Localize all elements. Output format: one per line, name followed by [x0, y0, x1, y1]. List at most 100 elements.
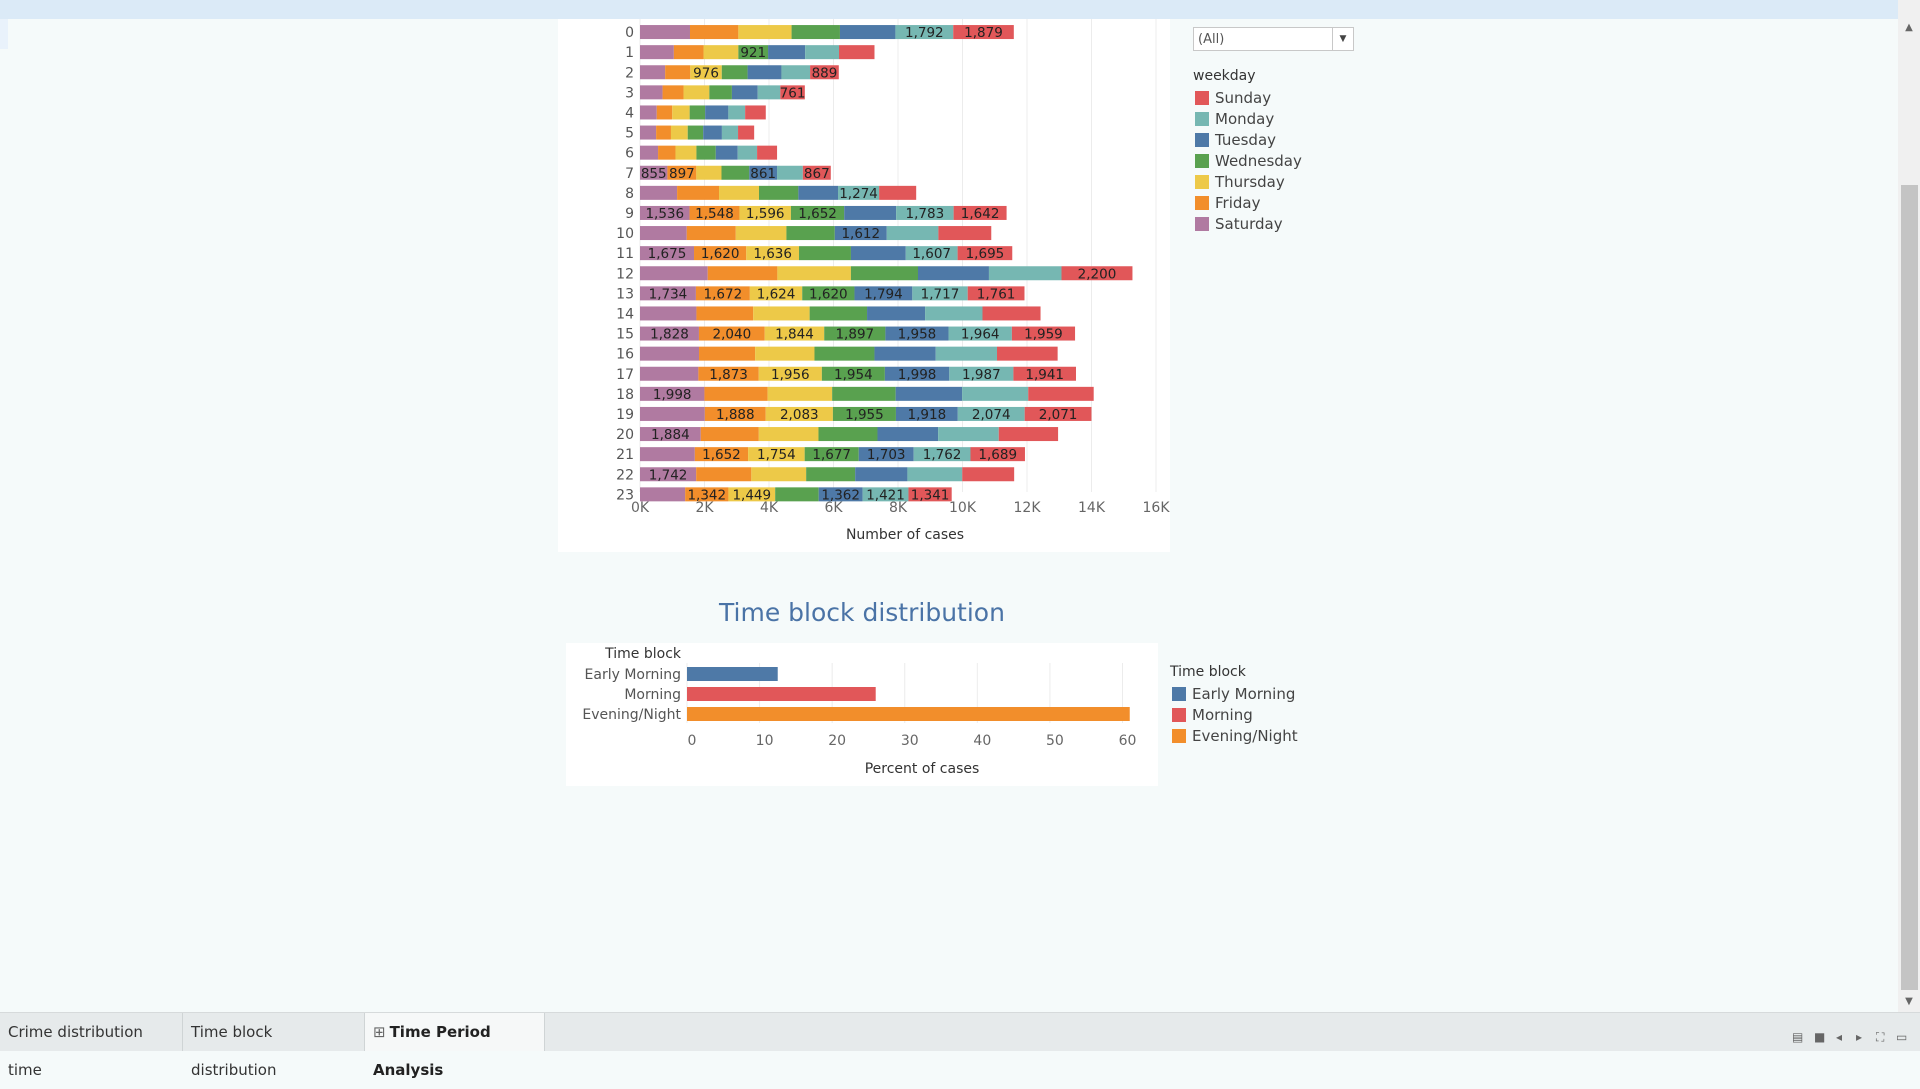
bar[interactable]: [687, 687, 876, 701]
bar-segment[interactable]: [700, 427, 759, 442]
bar-segment[interactable]: [673, 45, 704, 60]
bar-segment[interactable]: [877, 427, 939, 442]
bar-segment[interactable]: [786, 226, 835, 241]
bar-segment[interactable]: [765, 406, 833, 421]
bar-segment[interactable]: [953, 25, 1014, 40]
bar-segment[interactable]: [1013, 366, 1076, 381]
bar-segment[interactable]: [640, 447, 695, 462]
bar-segment[interactable]: [640, 386, 705, 401]
bar-segment[interactable]: [895, 386, 963, 401]
bar-segment[interactable]: [640, 65, 666, 80]
bar-segment[interactable]: [640, 366, 699, 381]
bar-segment[interactable]: [957, 246, 1013, 261]
bar-segment[interactable]: [1061, 266, 1133, 281]
bar-segment[interactable]: [938, 226, 992, 241]
bar-segment[interactable]: [670, 125, 688, 140]
bar-segment[interactable]: [737, 145, 758, 160]
bar-segment[interactable]: [867, 306, 926, 321]
bar-segment[interactable]: [805, 45, 840, 60]
bar-segment[interactable]: [640, 25, 690, 40]
legend-item-monday[interactable]: Monday: [1195, 110, 1274, 128]
bar-segment[interactable]: [728, 105, 746, 120]
bar-segment[interactable]: [818, 427, 878, 442]
weekday-filter-dropdown[interactable]: (All) ▼: [1193, 27, 1354, 51]
bar-segment[interactable]: [707, 266, 778, 281]
bar-segment[interactable]: [764, 326, 825, 341]
bar-segment[interactable]: [640, 406, 705, 421]
bar-segment[interactable]: [850, 246, 906, 261]
bar-segment[interactable]: [839, 45, 875, 60]
bar-segment[interactable]: [908, 487, 952, 502]
bar-segment[interactable]: [640, 165, 668, 180]
bar-segment[interactable]: [832, 406, 896, 421]
bar-segment[interactable]: [874, 346, 936, 361]
bar-segment[interactable]: [640, 286, 696, 301]
tab-time-block-distribution[interactable]: Time block distribution: [183, 1013, 365, 1079]
bar-segment[interactable]: [767, 386, 833, 401]
bar-segment[interactable]: [667, 165, 697, 180]
bar-segment[interactable]: [775, 487, 819, 502]
bar-segment[interactable]: [925, 306, 983, 321]
bar-segment[interactable]: [799, 246, 851, 261]
sheet-sorter-icon[interactable]: ▤: [1792, 1030, 1804, 1044]
bar-segment[interactable]: [640, 266, 708, 281]
bar-segment[interactable]: [790, 205, 845, 220]
bar-segment[interactable]: [687, 125, 704, 140]
bar-segment[interactable]: [658, 145, 676, 160]
bar-segment[interactable]: [810, 65, 839, 80]
bar-segment[interactable]: [967, 286, 1025, 301]
scroll-down-icon[interactable]: ▼: [1905, 996, 1913, 1007]
legend-item-early-morning[interactable]: Early Morning: [1172, 685, 1295, 703]
bar-segment[interactable]: [781, 65, 811, 80]
bar-segment[interactable]: [721, 165, 750, 180]
bar-segment[interactable]: [818, 487, 863, 502]
bar-segment[interactable]: [757, 145, 778, 160]
bar-segment[interactable]: [948, 326, 1012, 341]
bar[interactable]: [687, 667, 778, 681]
fullscreen-icon[interactable]: ⛶: [1876, 1030, 1885, 1044]
bar-segment[interactable]: [957, 406, 1025, 421]
bar-segment[interactable]: [895, 406, 958, 421]
prev-sheet-icon[interactable]: ◂: [1836, 1030, 1843, 1044]
bar-segment[interactable]: [912, 286, 968, 301]
bar-segment[interactable]: [777, 266, 851, 281]
bar-segment[interactable]: [640, 226, 687, 241]
bar-segment[interactable]: [721, 125, 739, 140]
bar-segment[interactable]: [704, 386, 768, 401]
bar-segment[interactable]: [938, 427, 999, 442]
bar-segment[interactable]: [982, 306, 1041, 321]
bar-segment[interactable]: [1028, 386, 1094, 401]
bar-segment[interactable]: [719, 185, 760, 200]
legend-item-tuesday[interactable]: Tuesday: [1195, 131, 1276, 149]
bar-segment[interactable]: [905, 246, 958, 261]
bar-segment[interactable]: [749, 286, 803, 301]
bar-segment[interactable]: [694, 447, 749, 462]
bar-segment[interactable]: [780, 85, 805, 100]
bar-segment[interactable]: [738, 125, 755, 140]
bar-segment[interactable]: [640, 205, 690, 220]
bar-segment[interactable]: [759, 185, 799, 200]
presentation-icon[interactable]: ▭: [1896, 1030, 1908, 1044]
bar-segment[interactable]: [704, 406, 766, 421]
bar-segment[interactable]: [715, 145, 738, 160]
bar-segment[interactable]: [640, 427, 701, 442]
bar-segment[interactable]: [662, 85, 684, 100]
bar-segment[interactable]: [1011, 326, 1076, 341]
bar-segment[interactable]: [821, 366, 885, 381]
bar-segment[interactable]: [854, 286, 913, 301]
bar-segment[interactable]: [757, 85, 781, 100]
legend-item-evening-night[interactable]: Evening/Night: [1172, 727, 1298, 745]
legend-item-friday[interactable]: Friday: [1195, 194, 1260, 212]
bar-segment[interactable]: [949, 366, 1014, 381]
bar-segment[interactable]: [806, 467, 856, 482]
bar-segment[interactable]: [862, 487, 909, 502]
bar-segment[interactable]: [640, 467, 697, 482]
bar-segment[interactable]: [672, 105, 690, 120]
bar-segment[interactable]: [834, 226, 887, 241]
bar-segment[interactable]: [728, 487, 776, 502]
legend-item-sunday[interactable]: Sunday: [1195, 89, 1271, 107]
bar-segment[interactable]: [656, 105, 673, 120]
bar-segment[interactable]: [896, 205, 954, 220]
bar-segment[interactable]: [640, 45, 674, 60]
bar-segment[interactable]: [777, 165, 803, 180]
